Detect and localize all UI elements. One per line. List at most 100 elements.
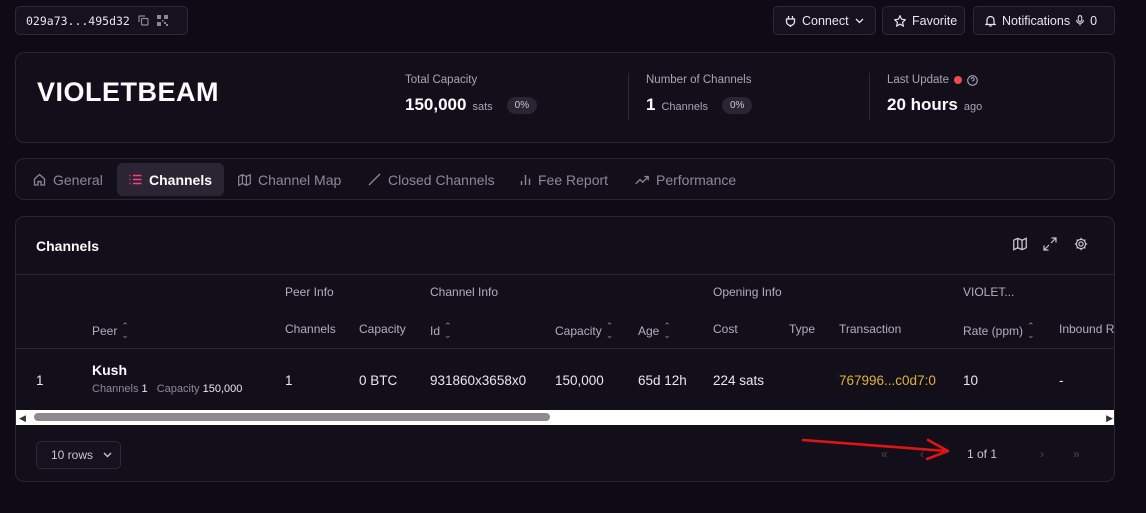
copy-icon[interactable] — [138, 15, 149, 26]
node-name: VIOLETBEAM — [37, 77, 220, 107]
favorite-button[interactable]: Favorite — [882, 6, 965, 35]
scroll-left-arrow-icon[interactable]: ◀ — [19, 413, 26, 423]
group-header-opening-info: Opening Info — [713, 285, 782, 299]
tab-fee-report[interactable]: Fee Report — [508, 163, 620, 196]
annotation-arrow-icon — [801, 438, 950, 461]
last-update-label: Last Update — [887, 74, 950, 86]
help-icon[interactable] — [967, 74, 978, 86]
chevron-down-icon — [855, 18, 864, 24]
last-page-icon[interactable]: » — [1073, 447, 1080, 461]
cell-cost: 224 sats — [713, 373, 765, 388]
column-header-peer-label: Peer — [92, 324, 118, 338]
channels-stat-label: Number of Channels — [646, 74, 752, 86]
column-header-peer[interactable]: Peer ⌃ ⌄ — [92, 322, 129, 340]
column-header-cost[interactable]: Cost — [713, 322, 738, 336]
table-row[interactable]: 1 Kush Channels 1 Capacity 150,000 1 0 B… — [16, 349, 1114, 410]
peer-name[interactable]: Kush — [92, 362, 127, 378]
tab-fee-report-label: Fee Report — [538, 171, 609, 188]
cell-channels: 1 — [285, 373, 293, 388]
settings-gear-icon[interactable] — [1074, 237, 1088, 251]
channels-card: Channels Peer Info Channel Info Opening … — [15, 216, 1115, 482]
column-header-inbound[interactable]: Inbound R — [1059, 322, 1115, 336]
channels-stat: Number of Channels 1 Channels 0% — [646, 74, 753, 115]
column-header-rate[interactable]: Rate (ppm) ⌃ ⌄ — [963, 322, 1035, 340]
sort-icon[interactable]: ⌃ ⌄ — [1027, 321, 1035, 340]
column-header-transaction[interactable]: Transaction — [839, 322, 902, 336]
channels-stat-unit: Channels — [661, 101, 708, 113]
connect-button[interactable]: Connect — [773, 6, 876, 35]
column-header-rate-label: Rate (ppm) — [963, 324, 1024, 338]
rows-per-page-select[interactable]: 10 rows — [36, 441, 121, 469]
chevron-down-icon — [103, 452, 112, 458]
node-header-card: VIOLETBEAM Total Capacity 150,000 sats 0% … — [15, 52, 1115, 143]
sort-icon[interactable]: ⌃ ⌄ — [663, 321, 671, 340]
sort-icon[interactable]: ⌃ ⌄ — [121, 321, 129, 340]
last-update-stat: Last Update 20 hours ago — [887, 74, 982, 115]
row-index: 1 — [36, 373, 44, 388]
tab-closed-channels[interactable]: Closed Channels — [356, 163, 507, 196]
cell-channel-id: 931860x3658x0 — [430, 373, 527, 388]
notifications-label: Notifications — [1002, 13, 1071, 28]
column-header-channel-capacity-label: Capacity — [555, 324, 602, 338]
table-top-border — [16, 274, 1114, 275]
sort-icon[interactable]: ⌃ ⌄ — [605, 321, 614, 340]
column-header-channels[interactable]: Channels — [285, 322, 336, 336]
star-icon — [894, 14, 906, 27]
peer-cell[interactable]: Kush Channels 1 Capacity 150,000 — [92, 362, 242, 395]
tab-channels[interactable]: Channels — [117, 163, 225, 196]
tab-channel-map[interactable]: Channel Map — [226, 163, 353, 196]
bell-icon — [985, 15, 996, 27]
next-page-icon[interactable]: › — [1040, 447, 1044, 461]
map-icon — [238, 173, 251, 186]
map-view-icon[interactable] — [1013, 237, 1027, 251]
peer-channels-value: 1 — [141, 383, 148, 395]
channels-title: Channels — [36, 238, 100, 254]
tab-general[interactable]: General — [21, 163, 115, 196]
cell-transaction-link[interactable]: 767996...c0d7:0 — [839, 373, 936, 388]
tab-closed-channels-label: Closed Channels — [388, 171, 495, 188]
node-tabs: General Channels Channel Map Closed Chan… — [15, 158, 1115, 200]
cell-age: 65d 12h — [638, 373, 687, 388]
connect-label: Connect — [802, 13, 849, 28]
cell-channel-capacity: 150,000 — [555, 373, 604, 388]
first-page-icon[interactable]: « — [881, 447, 888, 461]
column-header-channel-capacity[interactable]: Capacity ⌃ ⌄ — [555, 322, 613, 340]
qr-code-icon[interactable] — [156, 15, 168, 26]
column-header-capacity[interactable]: Capacity — [359, 322, 406, 336]
stat-divider — [628, 73, 629, 120]
column-header-type[interactable]: Type — [789, 322, 816, 336]
status-dot — [954, 76, 963, 84]
group-header-node: VIOLET... — [963, 285, 1015, 299]
cell-capacity: 0 BTC — [359, 373, 398, 388]
total-capacity-stat: Total Capacity 150,000 sats 0% — [405, 74, 538, 115]
channels-change-badge: 0% — [721, 97, 753, 114]
page-info: 1 of 1 — [967, 447, 998, 461]
column-header-age-label: Age — [638, 324, 660, 338]
slash-icon — [368, 173, 381, 186]
notifications-button[interactable]: Notifications 0 — [973, 6, 1115, 35]
previous-page-icon[interactable]: ‹ — [920, 447, 924, 461]
list-icon — [129, 174, 142, 185]
column-header-id[interactable]: Id ⌃ ⌄ — [430, 322, 452, 340]
total-capacity-label: Total Capacity — [405, 74, 478, 86]
sort-icon[interactable]: ⌃ ⌄ — [444, 321, 452, 340]
tab-performance-label: Performance — [656, 171, 737, 188]
group-header-peer-info: Peer Info — [285, 285, 334, 299]
horizontal-scrollbar[interactable]: ◀ ▶ — [16, 410, 1114, 425]
scrollbar-thumb[interactable] — [34, 413, 550, 421]
stat-divider — [869, 73, 870, 120]
expand-icon[interactable] — [1043, 237, 1057, 251]
plug-icon — [785, 15, 796, 27]
column-header-age[interactable]: Age ⌃ ⌄ — [638, 322, 671, 340]
tab-channel-map-label: Channel Map — [258, 171, 342, 188]
channels-stat-value: 1 — [646, 95, 656, 114]
pubkey-chip[interactable]: 029a73...495d32 — [15, 6, 188, 35]
column-header-id-label: Id — [430, 324, 441, 338]
tab-general-label: General — [53, 171, 103, 188]
microphone-icon — [1076, 15, 1085, 26]
pubkey-text: 029a73...495d32 — [26, 13, 130, 28]
scroll-right-arrow-icon[interactable]: ▶ — [1106, 413, 1113, 423]
tab-performance[interactable]: Performance — [623, 163, 748, 196]
bar-chart-icon — [520, 174, 531, 186]
home-icon — [33, 173, 46, 186]
